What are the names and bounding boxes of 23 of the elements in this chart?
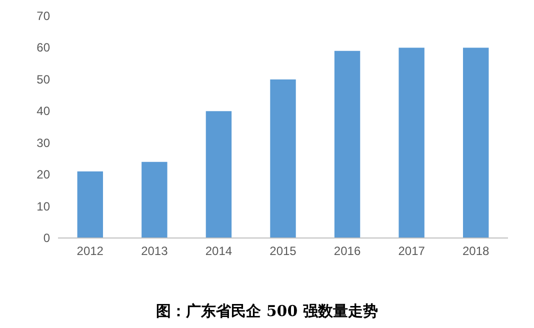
x-tick-label: 2018 [462, 244, 490, 258]
y-tick-label: 60 [36, 40, 50, 55]
bar [398, 48, 424, 238]
y-tick-label: 10 [36, 199, 50, 214]
bar [463, 48, 489, 238]
y-tick-label: 70 [36, 9, 50, 23]
x-tick-label: 2015 [270, 244, 297, 258]
bar [77, 171, 103, 238]
bar [334, 50, 360, 238]
y-tick-label: 50 [36, 72, 50, 86]
bar [142, 162, 168, 238]
y-tick-label: 20 [36, 168, 50, 182]
y-tick-label: 0 [43, 231, 50, 245]
y-tick-label: 40 [36, 104, 50, 118]
y-tick-label: 30 [36, 136, 50, 150]
text: 图：广东省民企 500 强数量走势 [156, 302, 378, 320]
x-tick-label: 2013 [141, 244, 168, 258]
bar [206, 111, 232, 238]
x-tick-label: 2012 [76, 244, 104, 258]
x-tick-label: 2017 [398, 244, 426, 258]
x-tick-label: 2016 [334, 244, 361, 258]
x-tick-label: 2014 [205, 244, 232, 258]
bar [270, 79, 296, 238]
